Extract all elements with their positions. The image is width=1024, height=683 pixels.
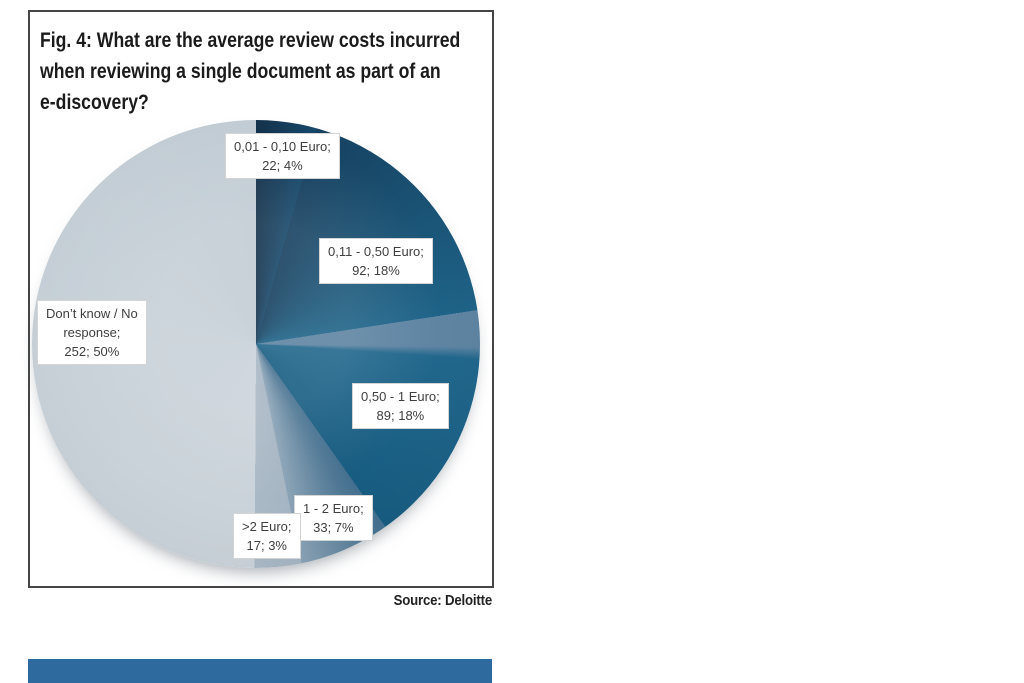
figure-title-line: Fig. 4: What are the average review cost… bbox=[40, 28, 461, 52]
pie-slice-label-050-1-euro: 0,50 - 1 Euro; 89; 18% bbox=[352, 383, 449, 429]
pie-slice-label-1-2-euro: 1 - 2 Euro; 33; 7% bbox=[294, 495, 373, 541]
figure-title: Fig. 4: What are the average review cost… bbox=[40, 25, 460, 118]
pie-chart bbox=[32, 120, 480, 568]
pie-slice-label-dont-know: Don’t know / No response; 252; 50% bbox=[37, 300, 147, 365]
pie-slice-label-011-050-euro: 0,11 - 0,50 Euro; 92; 18% bbox=[319, 238, 433, 284]
figure-title-line: e-discovery? bbox=[40, 90, 149, 114]
figure-box: Fig. 4: What are the average review cost… bbox=[28, 10, 494, 588]
partial-next-element-bar bbox=[28, 659, 492, 683]
figure-title-line: when reviewing a single document as part… bbox=[40, 59, 441, 83]
source-caption: Source: Deloitte bbox=[393, 592, 493, 609]
pie-slice-label-gt2-euro: >2 Euro; 17; 3% bbox=[233, 513, 301, 559]
pie-slice-label-001-010-euro: 0,01 - 0,10 Euro; 22; 4% bbox=[225, 133, 340, 179]
